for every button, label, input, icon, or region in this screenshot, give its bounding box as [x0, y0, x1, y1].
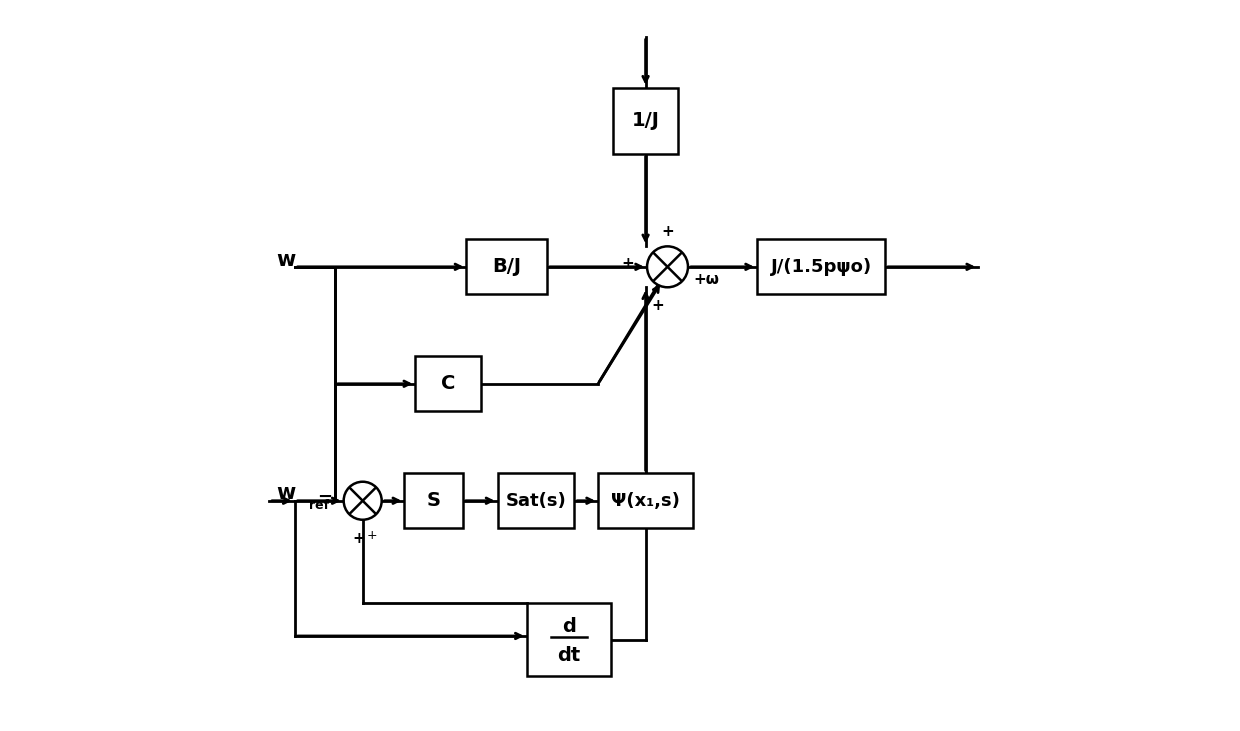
Circle shape	[343, 482, 382, 520]
Text: w: w	[277, 249, 295, 270]
Text: Ψ(x₁,s): Ψ(x₁,s)	[611, 492, 680, 510]
Text: J/(1.5pψᴏ): J/(1.5pψᴏ)	[770, 258, 872, 276]
Bar	[497, 474, 574, 528]
Text: Sat(s): Sat(s)	[506, 492, 567, 510]
Text: S: S	[427, 491, 440, 510]
Text: +: +	[621, 256, 634, 270]
Text: +: +	[366, 529, 377, 542]
Circle shape	[647, 246, 688, 287]
Text: +ω: +ω	[694, 273, 719, 287]
Bar	[527, 603, 611, 676]
Text: +: +	[651, 298, 663, 314]
Text: ref: ref	[309, 499, 330, 512]
Text: dt: dt	[557, 646, 580, 665]
Bar	[466, 240, 547, 294]
Text: 1/J: 1/J	[631, 111, 660, 130]
Text: +: +	[352, 531, 366, 546]
Text: w: w	[277, 483, 295, 504]
Text: d: d	[562, 617, 575, 636]
Bar	[415, 357, 481, 411]
Bar	[758, 240, 885, 294]
Bar	[613, 88, 678, 154]
Bar	[598, 474, 693, 528]
Bar	[404, 474, 463, 528]
Text: −: −	[317, 488, 332, 506]
Text: B/J: B/J	[492, 257, 521, 276]
Text: C: C	[441, 374, 455, 393]
Text: +: +	[661, 224, 673, 239]
